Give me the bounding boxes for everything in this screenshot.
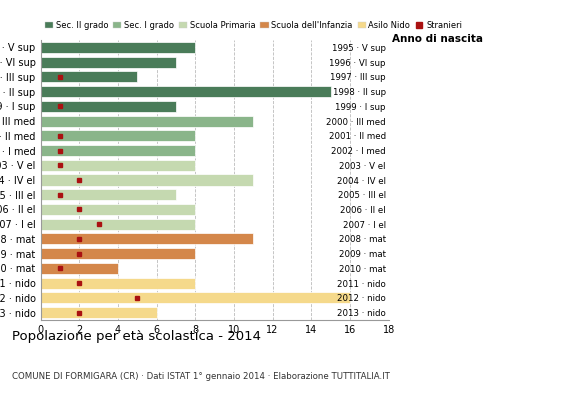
Bar xyxy=(41,145,195,156)
Bar xyxy=(41,71,137,82)
Bar xyxy=(41,101,176,112)
Bar xyxy=(41,174,253,186)
Bar xyxy=(41,160,195,171)
Bar xyxy=(41,189,176,200)
Text: Popolazione per età scolastica - 2014: Popolazione per età scolastica - 2014 xyxy=(12,330,260,343)
Bar xyxy=(41,130,195,141)
Bar xyxy=(41,234,253,244)
Bar xyxy=(41,219,195,230)
Legend: Sec. II grado, Sec. I grado, Scuola Primaria, Scuola dell'Infanzia, Asilo Nido, : Sec. II grado, Sec. I grado, Scuola Prim… xyxy=(45,21,462,30)
Bar xyxy=(41,278,195,289)
Bar xyxy=(41,86,331,97)
Bar xyxy=(41,307,157,318)
Bar xyxy=(41,263,118,274)
Bar xyxy=(41,248,195,259)
Bar xyxy=(41,292,350,304)
Bar xyxy=(41,204,195,215)
Bar xyxy=(41,116,253,126)
Text: Anno di nascita: Anno di nascita xyxy=(392,34,483,44)
Text: COMUNE DI FORMIGARA (CR) · Dati ISTAT 1° gennaio 2014 · Elaborazione TUTTITALIA.: COMUNE DI FORMIGARA (CR) · Dati ISTAT 1°… xyxy=(12,372,390,381)
Bar xyxy=(41,56,176,68)
Bar xyxy=(41,42,195,53)
